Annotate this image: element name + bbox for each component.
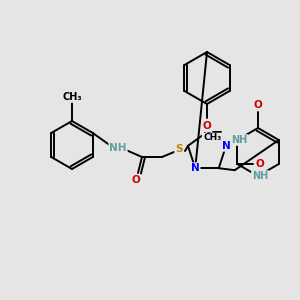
Text: O: O [254, 100, 262, 110]
Text: CH₃: CH₃ [62, 92, 82, 102]
Text: O: O [202, 121, 211, 131]
Text: CH₃: CH₃ [204, 134, 222, 142]
Text: N: N [222, 141, 230, 151]
Text: O: O [132, 175, 140, 185]
Text: N: N [202, 127, 211, 137]
Text: O: O [256, 159, 265, 169]
Text: NH: NH [109, 143, 127, 153]
Text: S: S [175, 144, 183, 154]
Text: O: O [202, 121, 211, 131]
Text: NH: NH [231, 135, 247, 145]
Text: N: N [191, 163, 200, 173]
Text: NH: NH [252, 171, 268, 181]
